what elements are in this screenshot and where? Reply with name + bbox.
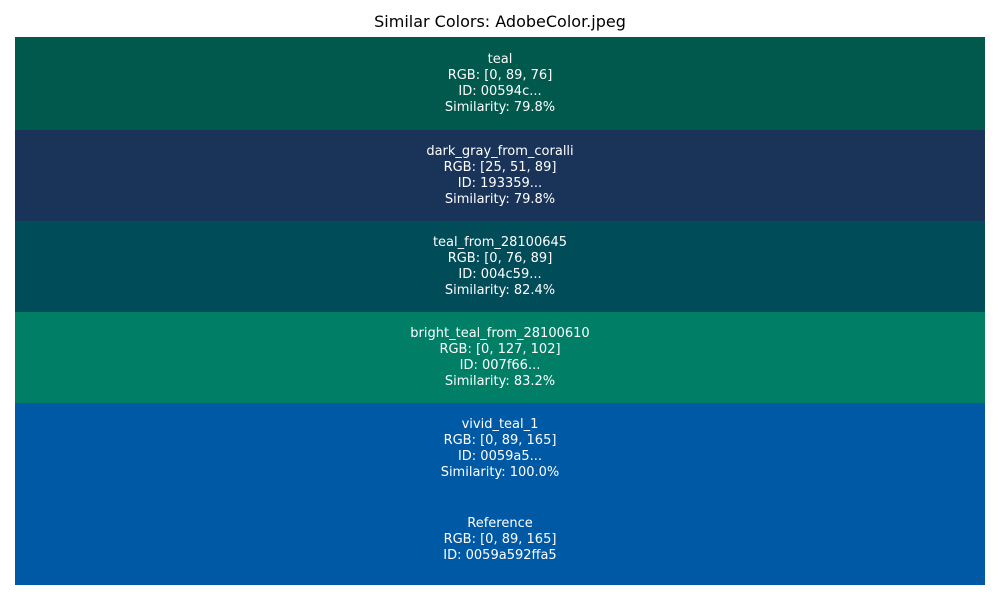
- reference-swatch: Reference RGB: [0, 89, 165] ID: 0059a592ff…: [15, 494, 985, 585]
- swatch-rgb-label: RGB: [0, 89, 76]: [447, 67, 553, 83]
- swatch-id-label: ID: 0059a592ffa5: [443, 547, 557, 563]
- swatch-similarity-label: Similarity: 100.0%: [440, 464, 560, 480]
- swatch-similarity-label: Similarity: 79.8%: [444, 191, 556, 207]
- swatch-name-label: bright_teal_from_28100610: [410, 325, 590, 341]
- color-swatch: bright_teal_from_28100610 RGB: [0, 127, 1…: [15, 312, 985, 403]
- swatch-name-label: Reference: [467, 515, 533, 531]
- color-swatch: dark_gray_from_coralli RGB: [25, 51, 89] I…: [15, 130, 985, 221]
- swatch-id-label: ID: 0059a5...: [457, 448, 543, 464]
- swatch-rgb-label: RGB: [25, 51, 89]: [443, 159, 557, 175]
- swatch-name-label: dark_gray_from_coralli: [426, 143, 574, 159]
- swatch-similarity-label: Similarity: 83.2%: [444, 373, 556, 389]
- swatch-name-label: vivid_teal_1: [461, 416, 539, 432]
- chart-title: Similar Colors: AdobeColor.jpeg: [374, 12, 626, 31]
- swatch-name-label: teal_from_28100645: [432, 234, 568, 250]
- swatch-stack: teal RGB: [0, 89, 76] ID: 00594c... Similar…: [15, 37, 985, 585]
- swatch-rgb-label: RGB: [0, 89, 165]: [443, 432, 557, 448]
- color-swatch: teal RGB: [0, 89, 76] ID: 00594c... Similar…: [15, 37, 985, 130]
- swatch-id-label: ID: 00594c...: [458, 83, 542, 99]
- swatch-rgb-label: RGB: [0, 89, 165]: [443, 531, 557, 547]
- swatch-similarity-label: Similarity: 79.8%: [444, 99, 556, 115]
- swatch-rgb-label: RGB: [0, 76, 89]: [447, 250, 553, 266]
- swatch-id-label: ID: 007f66...: [459, 357, 541, 373]
- swatch-name-label: teal: [487, 51, 513, 67]
- swatch-similarity-label: Similarity: 82.4%: [444, 282, 556, 298]
- color-swatch: teal_from_28100645 RGB: [0, 76, 89] ID: 00…: [15, 221, 985, 312]
- color-swatch: vivid_teal_1 RGB: [0, 89, 165] ID: 0059a5.…: [15, 403, 985, 494]
- swatch-rgb-label: RGB: [0, 127, 102]: [439, 341, 561, 357]
- swatch-id-label: ID: 193359...: [457, 175, 543, 191]
- swatch-id-label: ID: 004c59...: [458, 266, 542, 282]
